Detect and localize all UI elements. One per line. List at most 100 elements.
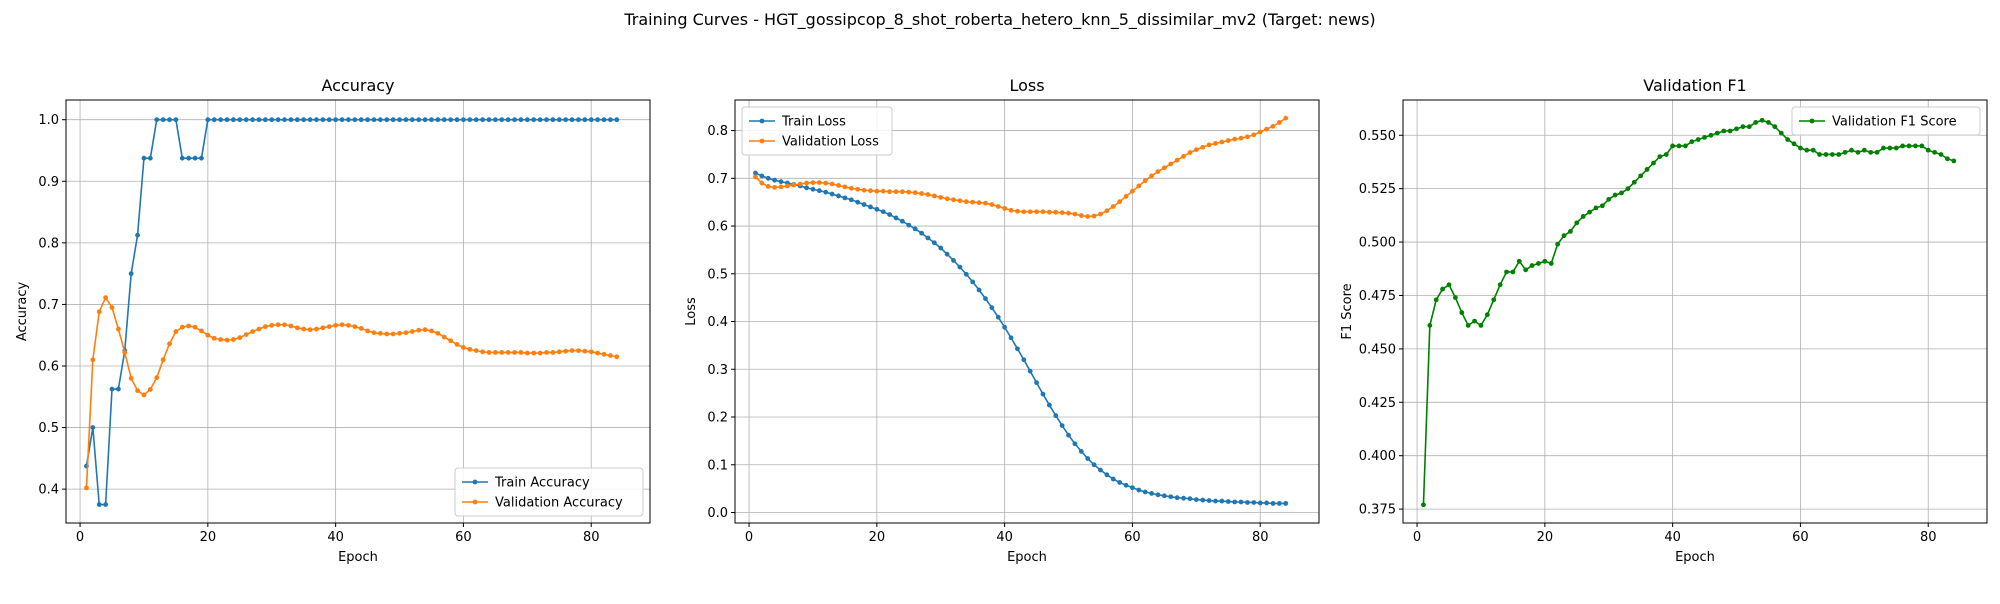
y-tick-label: 0.500 xyxy=(1359,236,1396,251)
data-point xyxy=(1542,258,1548,264)
data-point xyxy=(1168,494,1174,500)
data-point xyxy=(1193,497,1199,503)
data-point xyxy=(96,309,102,315)
data-point xyxy=(160,117,166,123)
data-point xyxy=(179,155,185,161)
y-tick-label: 0.5 xyxy=(707,267,728,282)
data-point xyxy=(1066,210,1071,216)
data-point xyxy=(1008,207,1014,213)
data-point xyxy=(868,188,873,194)
data-point xyxy=(397,117,402,123)
data-point xyxy=(454,117,460,123)
y-axis-label: Accuracy xyxy=(15,282,30,342)
plot-area xyxy=(1403,100,1987,523)
data-point xyxy=(963,199,969,205)
chart-panel-2: 0 20 40 60 80 0.0 0.1 0.2 0.3 0.4 0.5 0.6 0.7 0.8 Loss… xyxy=(684,76,1320,565)
data-point xyxy=(1091,462,1097,468)
legend-label: Validation Loss xyxy=(782,135,879,150)
x-axis-label: Epoch xyxy=(1007,550,1047,565)
data-point xyxy=(1155,169,1161,175)
data-point xyxy=(486,117,492,123)
data-point xyxy=(326,117,332,123)
data-point xyxy=(1561,233,1567,239)
data-point xyxy=(588,349,594,355)
data-point xyxy=(1638,173,1644,179)
data-point xyxy=(861,187,867,193)
data-point xyxy=(919,191,924,196)
data-point xyxy=(1002,324,1008,330)
data-point xyxy=(320,325,326,331)
y-tick-label: 0.8 xyxy=(707,124,728,139)
data-point xyxy=(1785,137,1791,142)
data-point xyxy=(1021,209,1027,215)
data-point xyxy=(544,350,549,355)
data-point xyxy=(429,117,434,123)
chart-title: Validation F1 xyxy=(1643,76,1746,95)
data-point xyxy=(499,117,505,123)
data-point xyxy=(403,117,409,123)
data-point xyxy=(1683,143,1688,149)
data-point xyxy=(377,330,383,336)
data-point xyxy=(288,323,294,329)
data-point xyxy=(1142,489,1148,495)
data-point xyxy=(550,117,556,123)
data-point xyxy=(250,329,255,334)
data-point xyxy=(1497,282,1503,288)
data-point xyxy=(390,117,396,123)
data-point xyxy=(753,170,758,176)
data-point xyxy=(141,392,147,398)
data-point xyxy=(224,337,230,343)
data-point xyxy=(1676,143,1682,149)
data-point xyxy=(384,331,390,337)
data-point xyxy=(1098,467,1103,473)
data-point xyxy=(1149,173,1154,179)
data-point xyxy=(823,189,829,195)
data-point xyxy=(339,322,345,328)
data-point xyxy=(505,350,511,355)
data-point xyxy=(1130,485,1135,491)
data-point xyxy=(218,117,224,123)
data-point xyxy=(1174,495,1180,501)
data-point xyxy=(1059,423,1065,428)
data-point xyxy=(1225,499,1231,504)
data-point xyxy=(480,349,485,355)
data-point xyxy=(848,185,854,191)
data-point xyxy=(141,155,147,161)
data-point xyxy=(1951,158,1957,164)
data-point xyxy=(772,184,778,190)
data-point xyxy=(983,200,988,206)
data-point xyxy=(595,117,601,123)
data-point xyxy=(1027,368,1033,374)
data-point xyxy=(1117,199,1123,205)
data-point xyxy=(1651,160,1656,166)
data-point xyxy=(1181,495,1186,501)
data-point xyxy=(1619,190,1624,196)
data-point xyxy=(1034,380,1039,386)
x-tick-label: 0 xyxy=(76,530,84,545)
data-point xyxy=(512,350,517,355)
data-point xyxy=(810,180,816,185)
data-point xyxy=(874,206,880,212)
data-point xyxy=(1104,208,1110,214)
legend-swatch-marker xyxy=(1809,118,1815,124)
data-point xyxy=(358,117,364,123)
data-point xyxy=(422,117,428,123)
data-point xyxy=(951,197,956,203)
data-point xyxy=(403,330,409,336)
data-point xyxy=(339,117,345,123)
data-point xyxy=(1002,205,1008,211)
x-tick-label: 20 xyxy=(869,530,886,545)
data-point xyxy=(103,295,109,301)
data-point xyxy=(352,117,358,123)
data-point xyxy=(473,348,479,353)
data-point xyxy=(409,329,415,334)
data-point xyxy=(1213,498,1218,504)
data-point xyxy=(1225,138,1231,143)
data-point xyxy=(1900,143,1906,149)
data-point xyxy=(759,173,765,179)
data-point xyxy=(1861,147,1867,153)
y-tick-label: 0.0 xyxy=(707,506,728,521)
data-point xyxy=(1110,204,1116,209)
data-point xyxy=(1181,153,1186,159)
